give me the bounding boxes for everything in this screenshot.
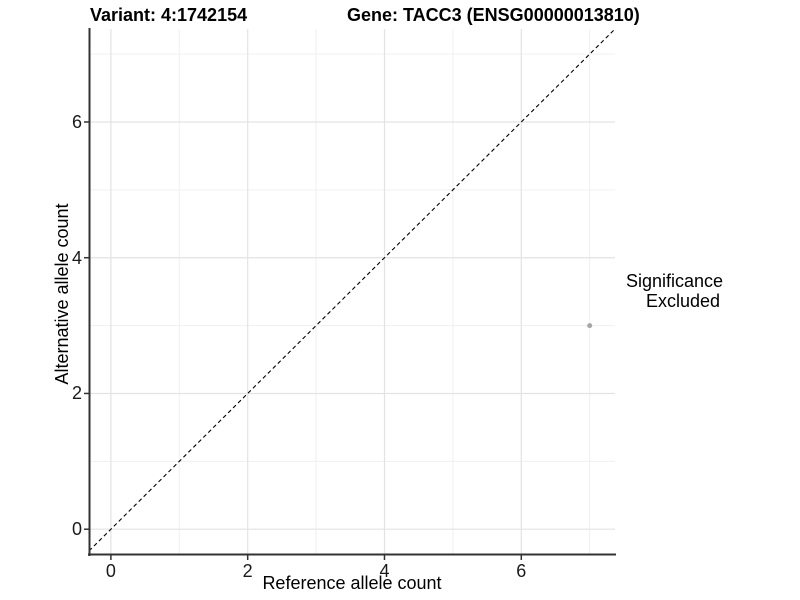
- x-tick-label: 0: [105, 561, 116, 581]
- x-tick-label: 2: [242, 561, 253, 581]
- x-axis-label: Reference allele count: [262, 573, 442, 593]
- legend-item-label: Excluded: [646, 291, 721, 311]
- identity-line: [88, 28, 616, 552]
- y-tick-label: 2: [71, 383, 82, 404]
- y-tick-label: 6: [71, 111, 82, 132]
- plot-panel: [84, 28, 616, 560]
- legend-title: Significance: [626, 271, 724, 291]
- variant-title: Variant: 4:1742154: [90, 5, 248, 25]
- gene-title: Gene: TACC3 (ENSG00000013810): [347, 5, 640, 25]
- legend: Significance Excluded: [626, 271, 723, 311]
- y-axis-label: Alternative allele count: [52, 203, 72, 385]
- y-tick-label: 4: [71, 247, 82, 268]
- x-tick-label: 4: [379, 561, 390, 581]
- data-point: [587, 323, 593, 329]
- x-tick-label: 6: [516, 561, 527, 581]
- legend-item-excluded: Excluded: [626, 292, 723, 311]
- y-tick-label: 0: [71, 519, 82, 540]
- excluded-point-icon: [634, 298, 641, 305]
